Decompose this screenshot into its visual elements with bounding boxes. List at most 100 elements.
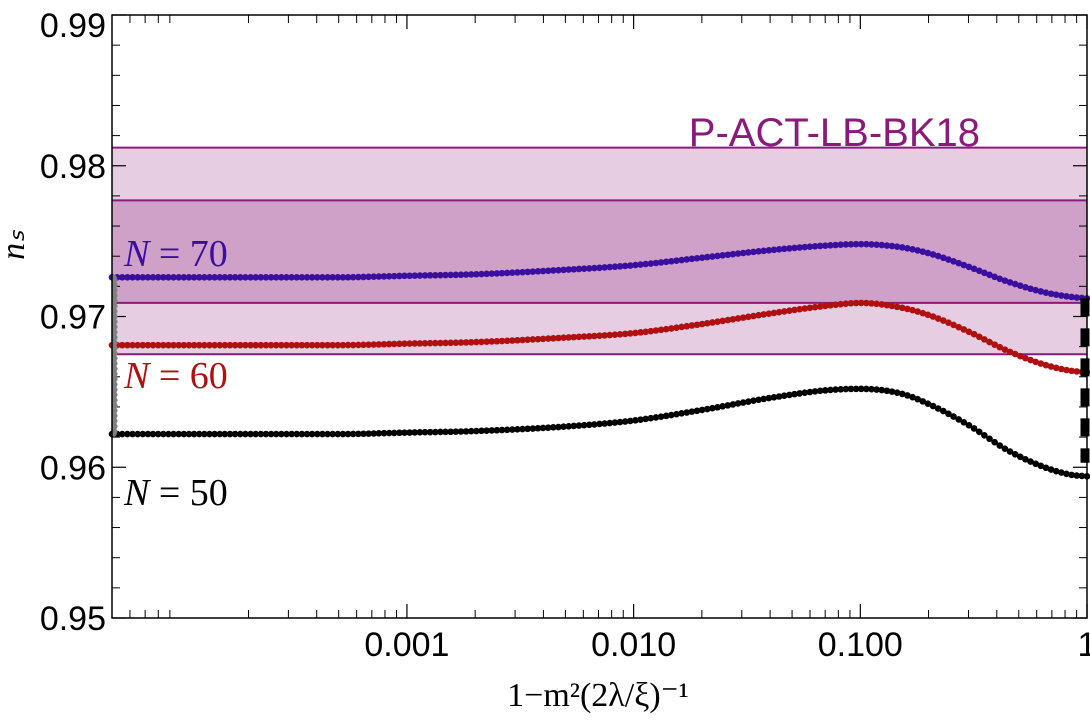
series-point (452, 339, 460, 346)
series-point (975, 333, 983, 341)
series-point (591, 332, 598, 340)
series-point (329, 274, 336, 281)
series-point (457, 271, 465, 279)
y-tick-label: 0.95 (40, 600, 106, 638)
series-point (657, 326, 665, 334)
series-point (360, 273, 367, 281)
series-point (965, 328, 973, 336)
series-point (565, 423, 573, 430)
series-point (919, 398, 927, 405)
series-point (406, 272, 413, 280)
series-point (508, 337, 516, 344)
series-point (118, 430, 126, 438)
series-point (216, 430, 224, 438)
y-axis-label: nₛ (0, 230, 32, 260)
series-point (355, 273, 362, 281)
series-point (308, 430, 316, 438)
series-point (278, 430, 285, 438)
series-point (1073, 294, 1081, 301)
series-point (703, 405, 711, 413)
series-point (529, 268, 537, 275)
series-point (868, 300, 875, 307)
series-point (878, 301, 886, 308)
series-point (272, 341, 280, 349)
series-point (791, 306, 798, 314)
series-point (334, 274, 342, 281)
series-point (801, 389, 809, 396)
confidence-bands (112, 146, 1087, 356)
series-point (945, 410, 952, 418)
series-point (139, 341, 147, 349)
series-point (739, 314, 747, 321)
series-point (816, 387, 824, 395)
series-point (1027, 285, 1034, 293)
series-point (806, 304, 814, 312)
series-point (893, 303, 901, 311)
series-point (801, 305, 809, 312)
series-point (632, 261, 639, 269)
series-point (888, 302, 896, 310)
series-point (965, 422, 973, 429)
series-point (175, 430, 183, 438)
series-point (1078, 472, 1086, 480)
series-point (945, 319, 952, 326)
series-point (324, 341, 331, 349)
series-point (668, 257, 675, 265)
series-point (1047, 466, 1055, 473)
series-point (211, 341, 218, 349)
band-inner (112, 200, 1087, 303)
series-point (447, 428, 454, 436)
series-point (144, 274, 152, 281)
series-point (165, 430, 172, 438)
series-point (231, 430, 239, 438)
series-point (888, 242, 896, 250)
series-point (662, 325, 670, 333)
series-point (739, 249, 747, 257)
series-point (662, 412, 670, 420)
series-point (960, 419, 968, 426)
series-point (411, 340, 419, 347)
series-point (652, 259, 660, 267)
series-point (283, 341, 290, 349)
series-point (483, 338, 490, 345)
series-point (678, 410, 685, 417)
series-point (786, 307, 793, 314)
series-1 (108, 299, 1090, 376)
series-point (478, 427, 485, 435)
series-point (298, 274, 306, 281)
series-point (893, 243, 901, 251)
series-point (201, 274, 208, 281)
series-point (211, 274, 218, 281)
series-point (709, 319, 716, 326)
series-point (488, 338, 496, 345)
series-point (791, 390, 798, 398)
series-point (154, 430, 162, 438)
series-point (431, 428, 439, 436)
data-series (108, 240, 1090, 480)
series-point (134, 274, 141, 281)
series-point (842, 385, 850, 393)
series-point (1027, 458, 1034, 465)
series-point (385, 429, 393, 437)
series-point (750, 312, 757, 320)
series-point (380, 340, 388, 348)
series-point (242, 341, 249, 349)
series-point (755, 311, 762, 319)
series-point (447, 339, 454, 347)
series-point (601, 332, 608, 339)
series-point (1073, 368, 1081, 375)
series-point (185, 274, 193, 281)
series-point (334, 341, 342, 349)
series-point (149, 341, 157, 349)
series-label-n70: N = 70 (123, 233, 228, 275)
series-point (898, 304, 906, 312)
series-point (683, 256, 691, 263)
series-point (303, 274, 311, 281)
series-point (519, 268, 526, 276)
series-point (657, 413, 665, 420)
series-point (390, 340, 398, 348)
series-point (426, 428, 434, 436)
series-point (827, 302, 834, 309)
series-point (703, 319, 711, 327)
series-point (154, 341, 162, 349)
